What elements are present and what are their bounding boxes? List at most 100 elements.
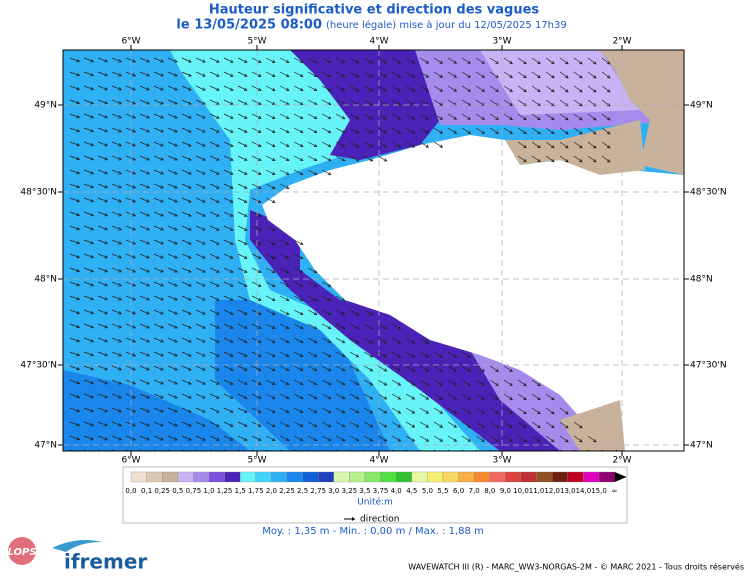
color-swatch <box>458 471 475 483</box>
level-label: 3,0 <box>328 487 339 495</box>
lon-label: 6°W <box>121 456 140 466</box>
color-swatch <box>240 471 256 483</box>
color-swatch <box>411 471 428 483</box>
unit: Unité:m <box>357 497 393 508</box>
color-swatch <box>255 471 272 483</box>
axes: 6°W 6°W 5°W 5°W 4°W 4°W 3°W 3°W 2°W 2°W 49°N 49°N 48… <box>20 37 726 466</box>
color-swatch <box>536 471 553 483</box>
color-swatch <box>583 471 600 483</box>
level-label: 7,0 <box>469 487 480 495</box>
color-swatch <box>349 471 366 483</box>
lon-label: 3°W <box>492 456 511 466</box>
level-label: 11,0 <box>529 487 545 495</box>
level-label: 3,75 <box>373 487 389 495</box>
color-swatch <box>505 471 522 483</box>
update: (heure légale) mise à jour du 12/05/2025… <box>326 19 567 31</box>
lops-text: LOPS <box>7 547 36 558</box>
color-swatch <box>271 471 288 483</box>
level-label: 9,0 <box>500 487 511 495</box>
map <box>63 50 684 451</box>
level-label: 4,5 <box>406 487 417 495</box>
color-swatch <box>162 471 178 483</box>
color-swatch <box>567 471 584 483</box>
zone <box>63 370 250 451</box>
level-label: 2,0 <box>266 487 277 495</box>
color-swatch <box>177 471 194 483</box>
level-label: 0,5 <box>172 487 183 495</box>
level-label: 5,0 <box>422 487 433 495</box>
color-swatch <box>520 471 537 483</box>
color-swatch <box>130 471 147 483</box>
level-label: 15,0 <box>591 487 607 495</box>
color-swatch <box>380 471 397 483</box>
stats: Moy. : 1,35 m - Min. : 0,00 m / Max. : 1… <box>262 526 484 537</box>
arrows <box>69 57 618 451</box>
level-label: 3,25 <box>342 487 358 495</box>
lat-label: 48°N <box>34 275 57 285</box>
lon-label: 3°W <box>492 37 511 47</box>
level-label: 14,0 <box>576 487 592 495</box>
level-label: 10,0 <box>513 487 529 495</box>
level-label: 3,5 <box>359 487 370 495</box>
zone <box>215 300 390 451</box>
zone <box>170 50 480 451</box>
level-label: 2,25 <box>279 487 295 495</box>
lops-logo <box>8 537 36 565</box>
level-label: 13,0 <box>560 487 576 495</box>
lon-label: 4°W <box>369 37 388 47</box>
level-label: 1,5 <box>235 487 246 495</box>
level-label: 1,75 <box>248 487 264 495</box>
footer: WAVEWATCH III (R) - MARC_WW3-NORGAS-2M -… <box>408 562 744 572</box>
lat-label: 47°30'N <box>20 361 57 371</box>
level-label: 0,75 <box>186 487 202 495</box>
color-swatch <box>318 471 334 483</box>
level-label: ∞ <box>612 487 618 495</box>
color-swatch <box>193 471 210 483</box>
lon-label: 4°W <box>369 456 388 466</box>
level-label: 0,25 <box>154 487 170 495</box>
level-label: 2,75 <box>310 487 326 495</box>
color-swatch <box>333 471 350 483</box>
color-swatch <box>598 471 615 483</box>
lon-label: 6°W <box>121 37 140 47</box>
color-swatch <box>286 471 303 483</box>
land-tan <box>560 400 625 451</box>
lat-label: 49°N <box>690 101 713 111</box>
color-swatch <box>364 471 381 483</box>
color-swatch <box>474 471 490 483</box>
level-label: 4,0 <box>391 487 402 495</box>
direction-arrow-head <box>352 517 355 521</box>
level-label: 8,0 <box>484 487 495 495</box>
title: Hauteur significative et direction des v… <box>209 3 540 18</box>
color-swatch <box>208 471 225 483</box>
level-label: 5,5 <box>437 487 448 495</box>
level-label: 2,5 <box>297 487 308 495</box>
map-frame <box>62 49 685 452</box>
level-label: 0,1 <box>141 487 152 495</box>
colorbar-end <box>614 472 627 482</box>
level-label: 0,0 <box>125 487 136 495</box>
color-swatch <box>396 471 412 483</box>
level-label: 1,0 <box>203 487 214 495</box>
date: le 13/05/2025 08:00 <box>176 18 322 33</box>
level-label: 12,0 <box>544 487 560 495</box>
arrow-field <box>69 57 618 451</box>
color-swatch <box>146 471 163 483</box>
colorbar: 0,0 0,1 0,25 0,5 0,75 1,0 1,25 1,5 1,75 2,0 2,25 2,… <box>125 471 627 495</box>
ifremer-logo <box>52 540 102 552</box>
zone <box>480 50 640 115</box>
lat-label: 48°30'N <box>690 188 727 198</box>
lat-label: 49°N <box>34 101 57 111</box>
lat-label: 48°30'N <box>20 188 57 198</box>
lat-label: 47°30'N <box>690 361 727 371</box>
lon-label: 5°W <box>247 456 266 466</box>
lat-label: 47°N <box>690 441 713 451</box>
direction-label: direction <box>360 515 399 525</box>
lon-label: 2°W <box>612 456 631 466</box>
land <box>262 135 684 451</box>
color-swatch <box>552 471 568 483</box>
level-label: 6,0 <box>453 487 464 495</box>
color-swatch <box>302 471 319 483</box>
level-label: 1,25 <box>217 487 233 495</box>
